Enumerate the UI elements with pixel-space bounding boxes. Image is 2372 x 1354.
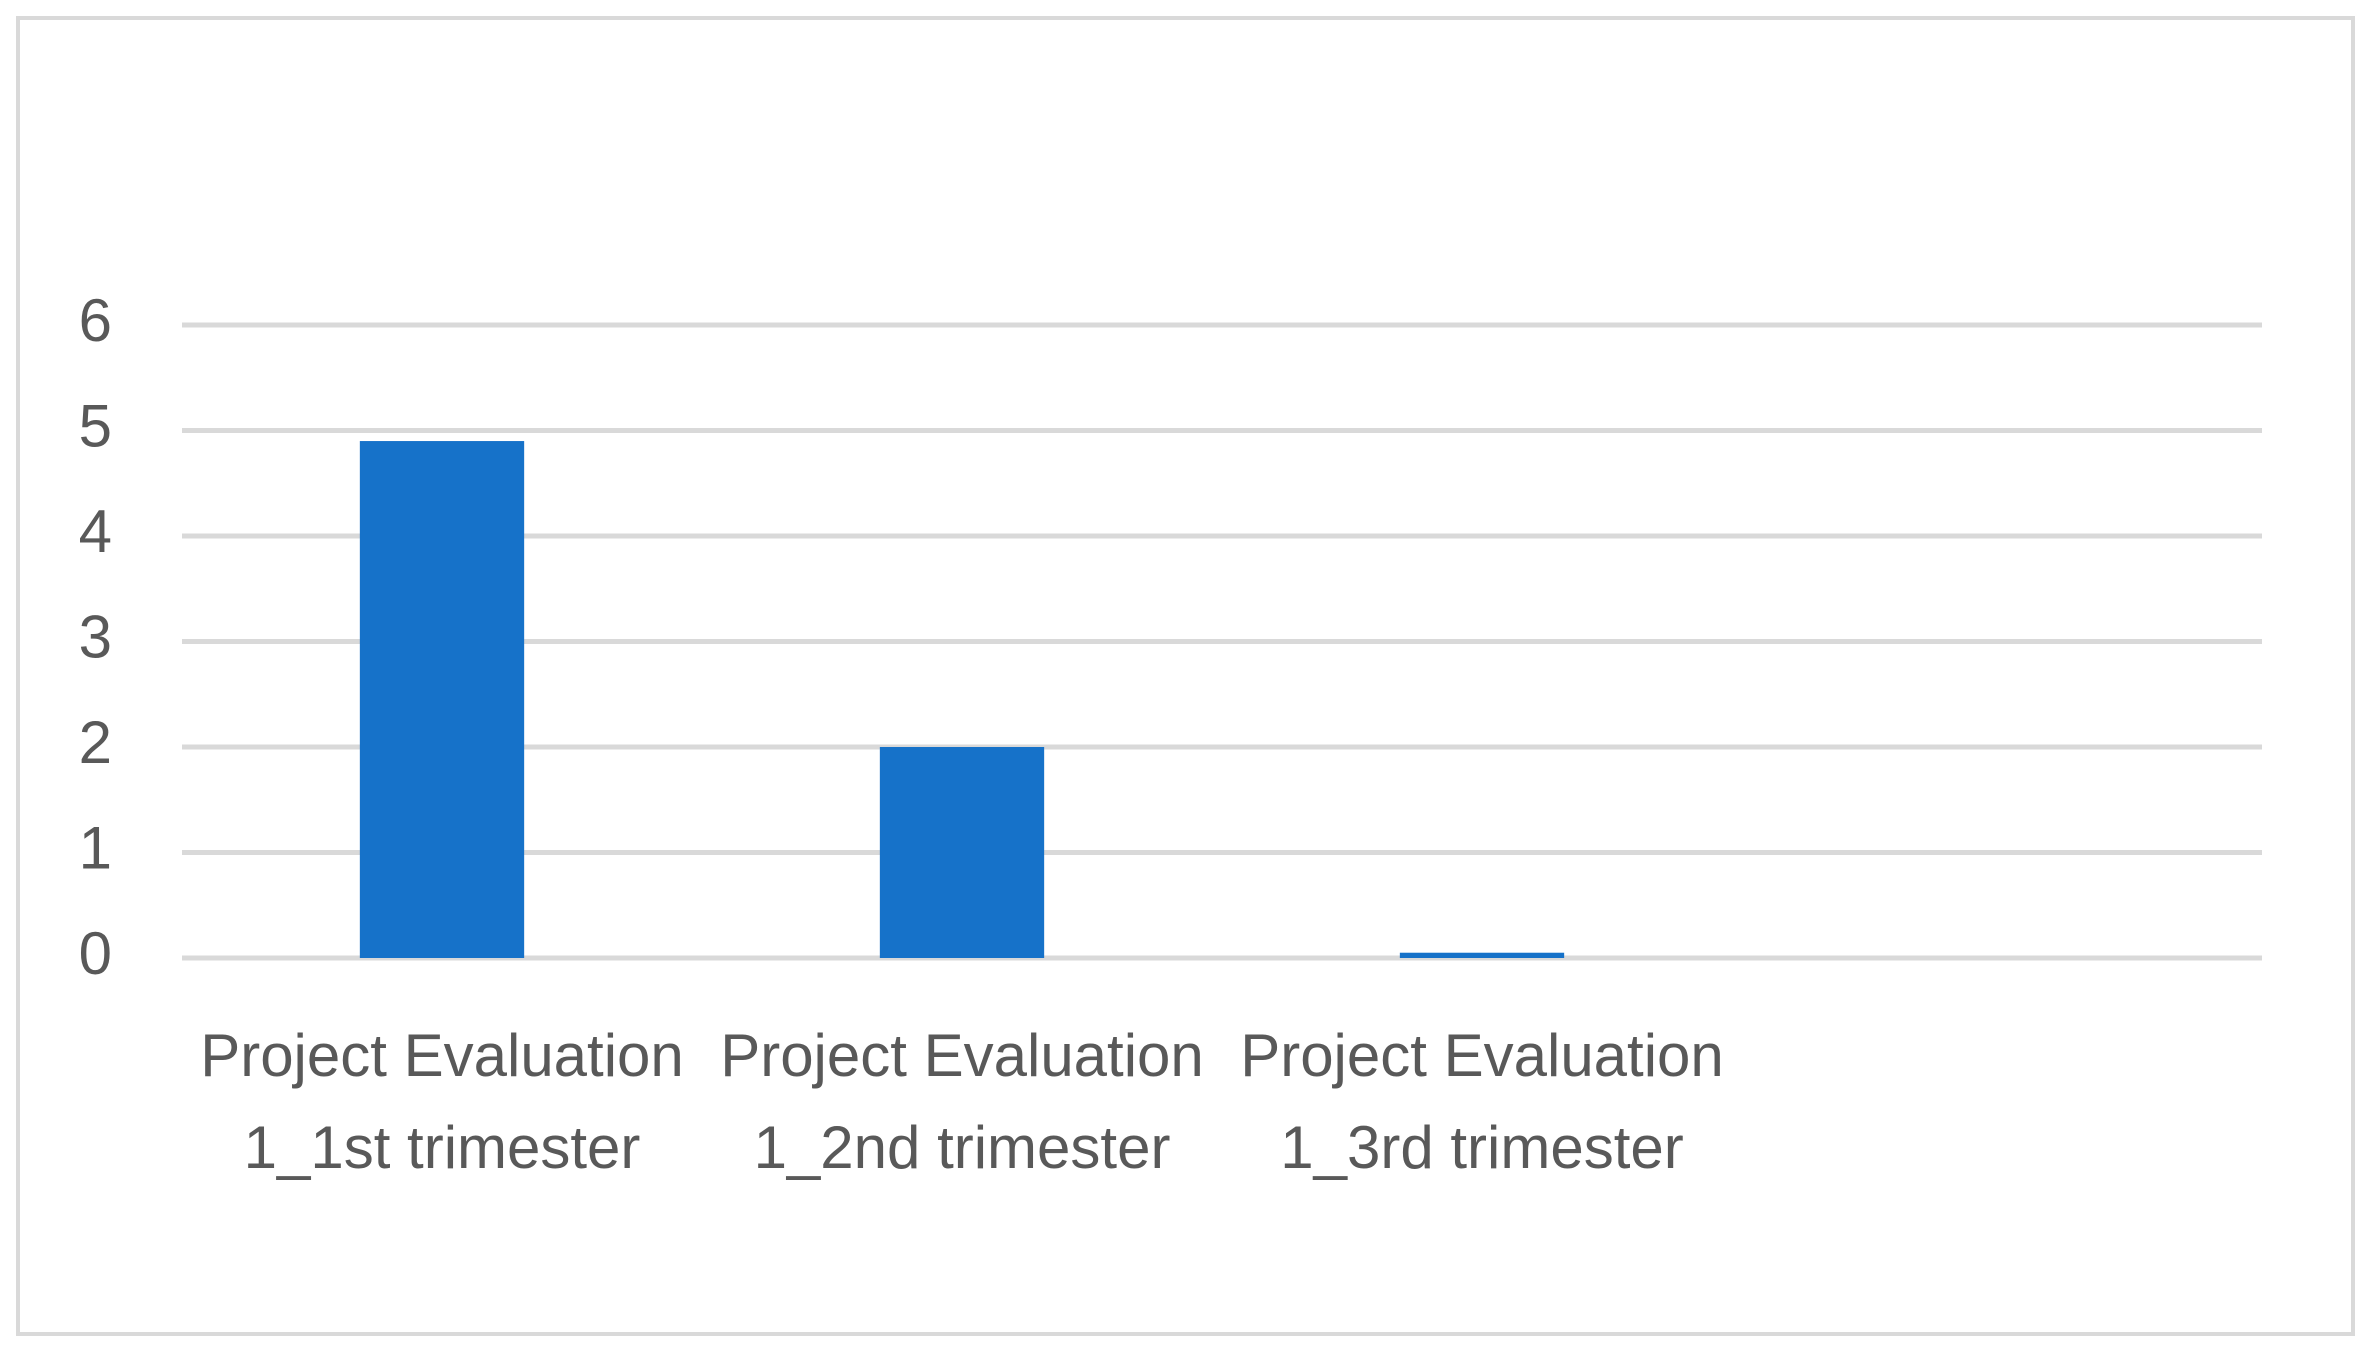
- bar: [359, 441, 525, 958]
- x-tick-label: Project Evaluation 1_2nd trimester: [720, 1022, 1204, 1181]
- bar: [1399, 952, 1565, 958]
- y-tick-label: 6: [79, 287, 112, 354]
- y-tick-label: 2: [79, 709, 112, 776]
- y-tick-label: 4: [79, 498, 112, 565]
- y-tick-label: 5: [79, 392, 112, 459]
- x-tick-label: Project Evaluation 1_1st trimester: [200, 1022, 684, 1181]
- x-tick-label: Project Evaluation 1_3rd trimester: [1240, 1022, 1724, 1181]
- y-tick-label: 1: [79, 814, 112, 881]
- y-tick-label: 0: [79, 920, 112, 987]
- bar: [879, 747, 1045, 958]
- y-tick-label: 3: [79, 603, 112, 670]
